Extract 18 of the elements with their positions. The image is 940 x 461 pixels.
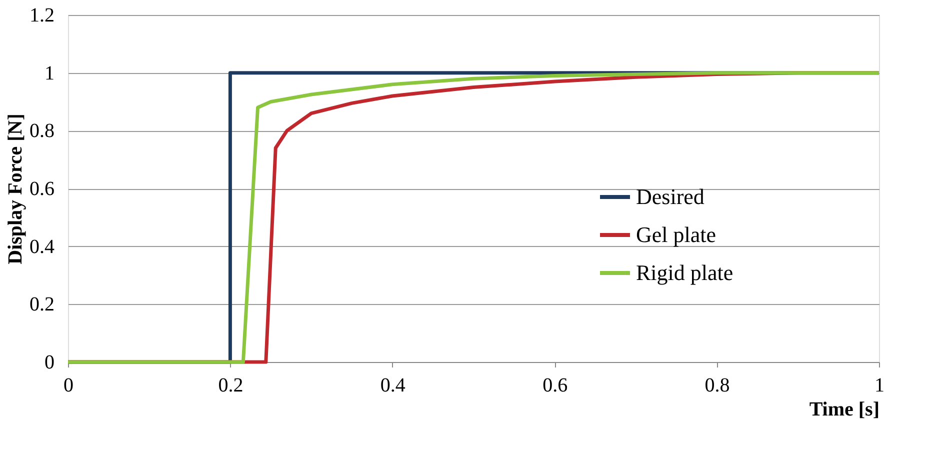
y-tick-label: 1 [44,62,54,84]
y-tick-label: 0.2 [30,294,54,316]
x-tick-label: 0 [64,374,74,396]
y-tick-label: 0.4 [30,236,54,258]
x-tick-label: 0.2 [218,374,244,396]
y-tick-label: 0.8 [30,120,54,142]
y-axis-title: Display Force [N] [4,114,26,264]
legend-label: Gel plate [636,222,716,247]
y-tick-label: 0.6 [30,178,54,200]
x-tick-label: 0.6 [542,374,568,396]
x-tick-label: 0.8 [704,374,730,396]
x-axis-title: Time [s] [809,398,880,420]
y-tick-label: 1.2 [30,4,54,26]
x-tick-label: 0.4 [380,374,406,396]
y-tick-label: 0 [44,352,54,374]
x-tick-label: 1 [874,374,884,396]
legend-label: Rigid plate [636,260,734,285]
legend-label: Desired [636,184,704,209]
